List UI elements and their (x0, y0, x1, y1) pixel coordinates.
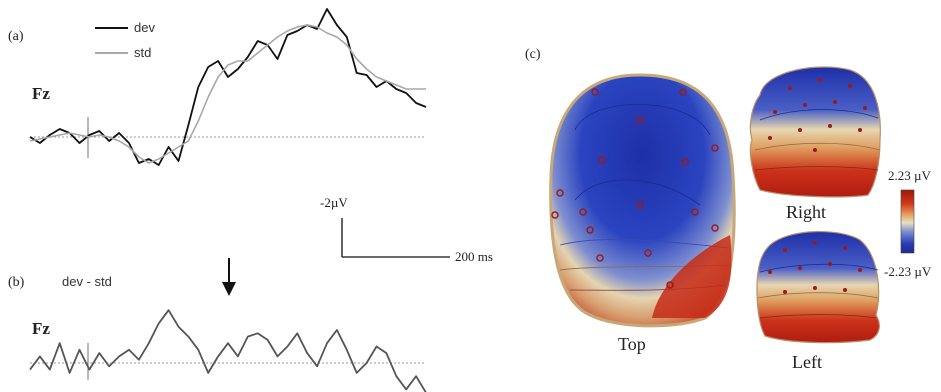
electrode-marker (858, 128, 862, 132)
topomap-left-contour-3 (759, 314, 877, 319)
colorbar-max-label: 2.23 µV (888, 168, 931, 183)
electrode-marker (596, 254, 604, 262)
electrode-marker (598, 156, 606, 164)
colorbar: 2.23 µV -2.23 µV (884, 168, 932, 279)
topomap-right (749, 66, 881, 198)
electrode-marker (768, 270, 772, 274)
legend-label-std: std (134, 45, 151, 60)
topomap-top-red-region (652, 235, 732, 318)
electrode-marker (813, 241, 817, 245)
electrode-marker (681, 158, 689, 166)
topomap-top-contour-2 (574, 179, 701, 206)
topomap-top (549, 73, 736, 328)
electrode-marker (579, 208, 587, 216)
peak-arrow (222, 258, 236, 296)
scale-bar-time-label: 200 ms (455, 249, 493, 264)
topomap-right-contour-3 (754, 166, 879, 171)
topomap-right-head (749, 66, 881, 198)
topomap-top-label: Top (618, 334, 646, 354)
electrode-marker (711, 224, 719, 232)
panel-c-label: (c) (525, 47, 541, 62)
electrode-marker (666, 281, 674, 289)
topomap-top-electrodes (551, 88, 719, 289)
electrode-marker (818, 78, 822, 82)
colorbar-min-label: -2.23 µV (884, 264, 932, 279)
panel-a-electrode: Fz (32, 84, 50, 103)
electrode-marker (773, 110, 777, 114)
panel-b-plot (29, 309, 427, 392)
electrode-marker (803, 103, 807, 107)
electrode-marker (798, 266, 802, 270)
electrode-marker (863, 106, 867, 110)
topomap-top-contour-1 (574, 103, 711, 136)
electrode-marker (858, 268, 862, 272)
electrode-marker (783, 290, 787, 294)
topomap-left-contour-2 (757, 292, 879, 299)
topomap-right-electrodes (768, 78, 867, 152)
series-line-dev (29, 8, 427, 166)
colorbar-gradient (900, 189, 915, 254)
panel-a-label: (a) (8, 29, 24, 44)
series-line-dev-std (29, 309, 427, 392)
electrode-marker (843, 288, 847, 292)
electrode-marker (636, 116, 644, 124)
series-line-std (29, 24, 426, 164)
electrode-marker (556, 189, 564, 197)
electrode-marker (691, 208, 699, 216)
electrode-marker (828, 262, 832, 266)
panel-b-electrode: Fz (32, 319, 50, 338)
topomap-left-electrodes (768, 241, 862, 294)
electrode-marker (843, 246, 847, 250)
electrode-marker (679, 88, 687, 96)
topomap-right-contour-1 (759, 109, 879, 121)
electrode-marker (768, 136, 772, 140)
electrode-marker (813, 286, 817, 290)
topomap-left-label: Left (792, 352, 822, 372)
peak-arrow-head (222, 282, 236, 296)
electrode-marker (591, 88, 599, 96)
topomap-left-head (756, 231, 880, 344)
scale-bar: -2µV 200 ms (320, 195, 493, 264)
panel-a-plot (29, 8, 427, 166)
electrode-marker (833, 100, 837, 104)
electrode-marker (636, 201, 644, 209)
electrode-marker (848, 84, 852, 88)
electrode-marker (783, 248, 787, 252)
electrode-marker (711, 144, 719, 152)
topomap-left-contour-1 (759, 263, 879, 273)
scale-bar-amplitude-label: -2µV (320, 195, 348, 210)
legend: dev std (95, 20, 155, 60)
electrode-marker (788, 86, 792, 90)
electrode-marker (813, 148, 817, 152)
electrode-marker (798, 128, 802, 132)
electrode-marker (586, 226, 594, 234)
electrode-marker (551, 211, 559, 219)
topomap-left (756, 231, 880, 344)
panel-b-title: dev - std (62, 274, 112, 289)
electrode-marker (644, 249, 652, 257)
electrode-marker (828, 124, 832, 128)
topomap-right-contour-2 (754, 142, 881, 151)
legend-label-dev: dev (134, 20, 155, 35)
topomap-right-label: Right (786, 202, 826, 222)
topomap-top-contour-3 (559, 239, 729, 249)
panel-b-label: (b) (8, 275, 25, 290)
